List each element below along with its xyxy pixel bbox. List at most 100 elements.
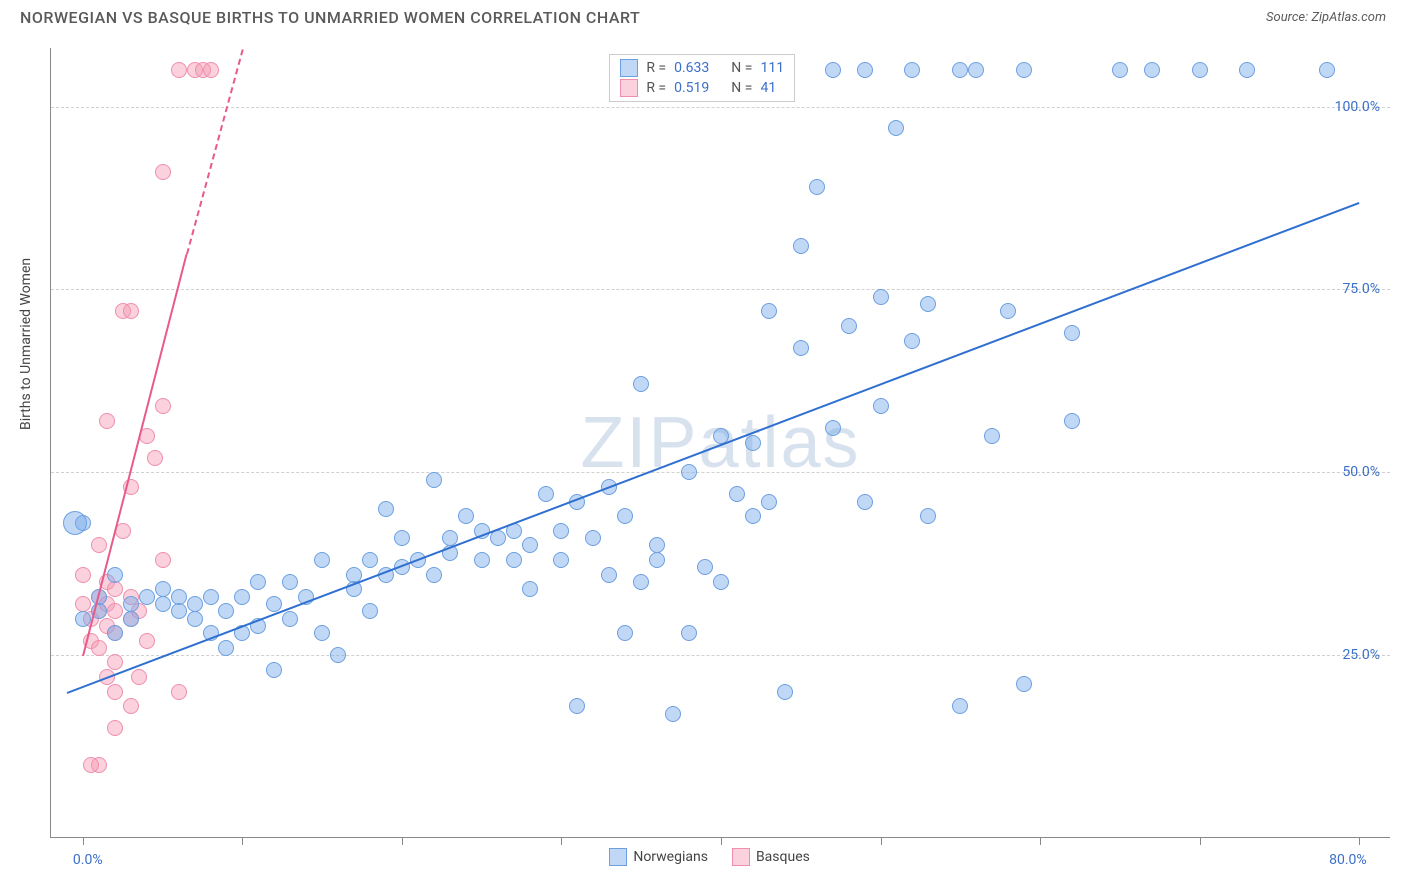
scatter-point-norwegians	[282, 611, 298, 627]
gridline-horizontal	[51, 472, 1390, 473]
scatter-point-norwegians	[155, 581, 171, 597]
scatter-point-norwegians	[394, 530, 410, 546]
scatter-point-norwegians	[75, 611, 91, 627]
scatter-point-norwegians	[857, 494, 873, 510]
scatter-point-norwegians	[729, 486, 745, 502]
scatter-point-norwegians	[888, 120, 904, 136]
y-tick-label: 75.0%	[1342, 281, 1380, 297]
scatter-point-norwegians	[649, 552, 665, 568]
scatter-point-norwegians	[1000, 303, 1016, 319]
scatter-point-norwegians	[123, 611, 139, 627]
swatch-basques-icon	[732, 848, 750, 866]
scatter-point-norwegians	[458, 508, 474, 524]
scatter-point-norwegians	[665, 706, 681, 722]
x-tick	[881, 837, 882, 845]
scatter-point-norwegians	[873, 289, 889, 305]
scatter-point-norwegians	[474, 552, 490, 568]
scatter-point-basques	[171, 684, 187, 700]
scatter-point-norwegians	[1064, 325, 1080, 341]
scatter-point-norwegians	[155, 596, 171, 612]
swatch-norwegians-icon	[609, 848, 627, 866]
x-tick	[242, 837, 243, 845]
series-legend: NorwegiansBasques	[609, 848, 810, 866]
scatter-point-norwegians	[218, 603, 234, 619]
scatter-point-norwegians	[841, 318, 857, 334]
scatter-point-norwegians	[362, 603, 378, 619]
scatter-point-basques	[203, 62, 219, 78]
scatter-point-norwegians	[266, 596, 282, 612]
n-label: N =	[731, 80, 752, 96]
stats-legend: R =0.633N =111R =0.519N =41	[609, 54, 795, 102]
r-value: 0.633	[674, 60, 709, 76]
r-label: R =	[646, 80, 666, 96]
scatter-point-norwegians	[139, 589, 155, 605]
scatter-point-norwegians	[266, 662, 282, 678]
scatter-point-norwegians	[1016, 62, 1032, 78]
scatter-point-norwegians	[681, 625, 697, 641]
scatter-point-norwegians	[633, 574, 649, 590]
gridline-horizontal	[51, 107, 1390, 108]
scatter-point-basques	[147, 450, 163, 466]
scatter-point-norwegians	[553, 552, 569, 568]
scatter-point-norwegians	[697, 559, 713, 575]
scatter-point-norwegians	[203, 589, 219, 605]
scatter-point-norwegians	[904, 333, 920, 349]
scatter-point-basques	[99, 413, 115, 429]
n-value: 111	[760, 60, 784, 76]
scatter-point-norwegians	[809, 179, 825, 195]
gridline-horizontal	[51, 655, 1390, 656]
scatter-point-norwegians	[234, 589, 250, 605]
scatter-point-norwegians	[601, 567, 617, 583]
scatter-point-norwegians	[952, 698, 968, 714]
scatter-point-norwegians	[330, 647, 346, 663]
stats-legend-row: R =0.519N =41	[620, 79, 784, 97]
scatter-point-norwegians	[314, 625, 330, 641]
scatter-point-norwegians	[426, 567, 442, 583]
scatter-point-norwegians	[761, 303, 777, 319]
stats-legend-row: R =0.633N =111	[620, 59, 784, 77]
scatter-point-basques	[75, 567, 91, 583]
scatter-point-norwegians	[1016, 676, 1032, 692]
x-tick	[721, 837, 722, 845]
scatter-point-norwegians	[569, 698, 585, 714]
scatter-point-norwegians	[920, 508, 936, 524]
scatter-point-norwegians	[793, 340, 809, 356]
n-label: N =	[731, 60, 752, 76]
x-max-label: 80.0%	[1329, 852, 1367, 868]
scatter-point-norwegians	[282, 574, 298, 590]
scatter-point-norwegians	[314, 552, 330, 568]
scatter-point-norwegians	[745, 435, 761, 451]
x-tick	[83, 837, 84, 845]
scatter-point-norwegians	[904, 62, 920, 78]
series-legend-label: Norwegians	[633, 849, 708, 865]
scatter-point-norwegians	[522, 537, 538, 553]
scatter-point-norwegians	[825, 62, 841, 78]
header: NORWEGIAN VS BASQUE BIRTHS TO UNMARRIED …	[0, 0, 1406, 31]
x-tick	[1040, 837, 1041, 845]
scatter-point-norwegians	[250, 574, 266, 590]
chart-title: NORWEGIAN VS BASQUE BIRTHS TO UNMARRIED …	[20, 8, 640, 27]
scatter-point-basques	[107, 581, 123, 597]
scatter-point-norwegians	[617, 508, 633, 524]
scatter-point-norwegians	[171, 589, 187, 605]
scatter-point-basques	[155, 398, 171, 414]
scatter-point-norwegians	[538, 486, 554, 502]
scatter-point-norwegians	[1239, 62, 1255, 78]
scatter-point-norwegians	[1319, 62, 1335, 78]
scatter-point-norwegians	[649, 537, 665, 553]
series-legend-item: Norwegians	[609, 848, 708, 866]
scatter-point-norwegians	[1144, 62, 1160, 78]
scatter-point-norwegians	[857, 62, 873, 78]
scatter-point-norwegians	[873, 398, 889, 414]
scatter-point-norwegians	[793, 238, 809, 254]
y-tick-label: 100.0%	[1335, 99, 1380, 115]
scatter-point-norwegians	[107, 567, 123, 583]
source-name: ZipAtlas.com	[1311, 10, 1386, 25]
n-value: 41	[760, 80, 776, 96]
scatter-point-norwegians	[171, 603, 187, 619]
scatter-point-norwegians	[681, 464, 697, 480]
scatter-point-norwegians	[1192, 62, 1208, 78]
scatter-point-basques	[75, 596, 91, 612]
y-tick-label: 25.0%	[1342, 647, 1380, 663]
scatter-point-basques	[171, 62, 187, 78]
